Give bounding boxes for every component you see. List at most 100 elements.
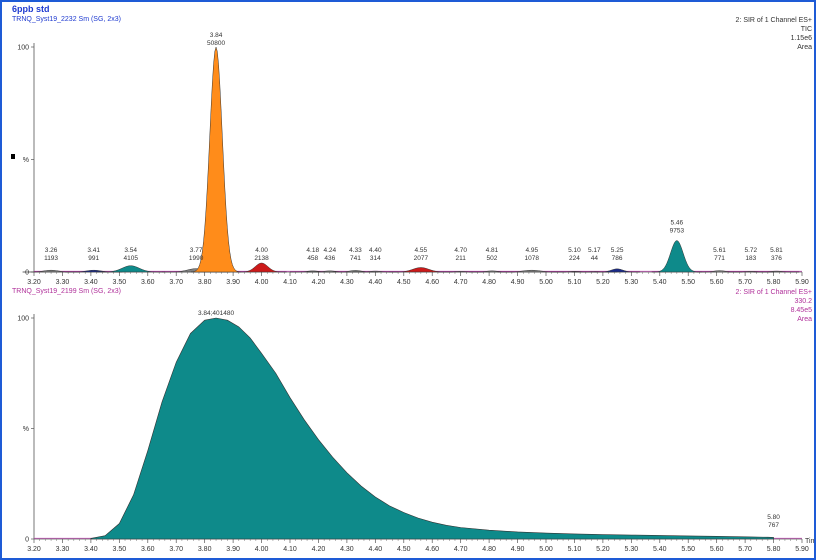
peak-rt-label: 4.24 [323, 247, 336, 254]
y-tick-label: % [23, 426, 29, 433]
peak-rt-label: 5.61 [713, 247, 726, 254]
x-tick-label: 3.70 [169, 279, 183, 286]
peak-rt-label: 4.33 [349, 247, 362, 254]
x-tick-label: 5.30 [625, 279, 639, 286]
x-tick-label: 3.60 [141, 546, 155, 553]
trace-1-channel: 2: SIR of 1 Channel ES+ [735, 17, 812, 24]
x-tick-label: 3.20 [27, 546, 41, 553]
trace-1-intensity: 1.15e6 [790, 35, 812, 42]
peak-rt-label: 4.40 [369, 247, 382, 254]
peak-area-label: 44 [591, 255, 599, 262]
peak-area-label: 436 [324, 255, 335, 262]
peak-rt-label: 4.81 [486, 247, 499, 254]
peak-rt-label: 4.55 [415, 247, 428, 254]
main-peak-label: 3.84;401480 [198, 310, 235, 317]
x-tick-label: 3.50 [113, 546, 127, 553]
peak-rt-label: 5.25 [611, 247, 624, 254]
x-tick-label: 5.80 [767, 279, 781, 286]
peak-rt-label: 5.17 [588, 247, 601, 254]
x-tick-label: 4.80 [482, 279, 496, 286]
x-tick-label: 5.70 [738, 279, 752, 286]
peak-area-label: 376 [771, 255, 782, 262]
peak-area-label: 9753 [670, 228, 685, 235]
x-tick-label: 3.60 [141, 279, 155, 286]
y-tick-label: 0 [25, 537, 29, 544]
x-tick-label: 5.60 [710, 546, 724, 553]
trace-2-mode: Area [797, 316, 812, 323]
peak-3.84 [190, 46, 242, 273]
x-tick-label: 5.70 [738, 546, 752, 553]
peak-rt-label: 4.18 [306, 247, 319, 254]
small-peak-area-label: 767 [768, 522, 779, 529]
x-tick-label: 3.20 [27, 279, 41, 286]
main-peak-area [90, 317, 774, 540]
x-tick-label: 4.00 [255, 279, 269, 286]
peak-area-label: 502 [487, 255, 498, 262]
trace-2-intensity: 8.45e5 [790, 307, 812, 314]
trace-2-name: TRNQ_Syst19_2199 Sm (SG, 2x3) [12, 288, 121, 295]
x-tick-label: 5.30 [625, 546, 639, 553]
peak-rt-label: 5.46 [671, 220, 684, 227]
x-axis-title: Time [805, 538, 814, 545]
trace-2-info: 2: SIR of 1 Channel ES+ 330.2 8.45e5 Are… [736, 288, 812, 324]
trace-1-mass: TIC [800, 26, 812, 33]
peak-3.54 [96, 265, 165, 273]
peak-4.00 [236, 262, 287, 273]
trace-1-mode: Area [797, 44, 812, 51]
x-tick-label: 3.30 [56, 546, 70, 553]
x-tick-label: 5.60 [710, 279, 724, 286]
x-tick-label: 3.70 [169, 546, 183, 553]
y-tick-label: 100 [17, 45, 29, 52]
peak-rt-label: 3.26 [45, 247, 58, 254]
x-tick-label: 4.30 [340, 279, 354, 286]
peak-rt-label: 4.00 [255, 247, 268, 254]
x-tick-label: 4.50 [397, 546, 411, 553]
peak-area-label: 4105 [123, 255, 138, 262]
x-tick-label: 4.70 [454, 546, 468, 553]
x-tick-label: 3.30 [56, 279, 70, 286]
peak-area-label: 741 [350, 255, 361, 262]
x-tick-label: 4.80 [482, 546, 496, 553]
x-tick-label: 5.20 [596, 546, 610, 553]
x-tick-label: 3.90 [226, 279, 240, 286]
x-tick-label: 5.00 [539, 546, 553, 553]
y-axis-marker [11, 154, 15, 159]
x-tick-label: 3.40 [84, 279, 98, 286]
peak-rt-label: 5.72 [744, 247, 757, 254]
x-tick-label: 4.10 [283, 279, 297, 286]
peak-area-label: 1193 [44, 255, 58, 262]
x-tick-label: 5.10 [568, 546, 582, 553]
x-tick-label: 4.20 [312, 546, 326, 553]
y-tick-label: 0 [25, 270, 29, 277]
trace-1-info: 2: SIR of 1 Channel ES+ TIC 1.15e6 Area [736, 16, 812, 52]
x-tick-label: 5.10 [568, 279, 582, 286]
trace-2-channel: 2: SIR of 1 Channel ES+ [735, 289, 812, 296]
peak-5.25 [594, 268, 640, 273]
x-tick-label: 5.50 [681, 279, 695, 286]
peak-rt-label: 3.77 [190, 247, 203, 254]
peak-area-label: 211 [455, 255, 466, 262]
x-tick-label: 4.00 [255, 546, 269, 553]
x-tick-label: 5.50 [681, 546, 695, 553]
x-tick-label: 5.00 [539, 279, 553, 286]
x-tick-label: 4.30 [340, 546, 354, 553]
peak-rt-label: 5.10 [568, 247, 581, 254]
small-peak-rt-label: 5.80 [767, 514, 780, 521]
x-tick-label: 5.80 [767, 546, 781, 553]
x-tick-label: 3.40 [84, 546, 98, 553]
x-tick-label: 4.40 [369, 546, 383, 553]
peak-rt-label: 3.84 [210, 32, 223, 39]
peak-area-label: 771 [714, 255, 725, 262]
x-tick-label: 3.80 [198, 279, 212, 286]
peak-area-label: 183 [745, 255, 756, 262]
x-tick-label: 5.90 [795, 279, 809, 286]
peak-5.46 [651, 240, 703, 273]
x-tick-label: 5.40 [653, 546, 667, 553]
peak-area-label: 991 [88, 255, 99, 262]
peak-rt-label: 3.41 [87, 247, 100, 254]
x-tick-label: 4.90 [511, 546, 525, 553]
peak-area-label: 314 [370, 255, 381, 262]
peak-area-label: 1990 [189, 255, 204, 262]
x-tick-label: 4.40 [369, 279, 383, 286]
